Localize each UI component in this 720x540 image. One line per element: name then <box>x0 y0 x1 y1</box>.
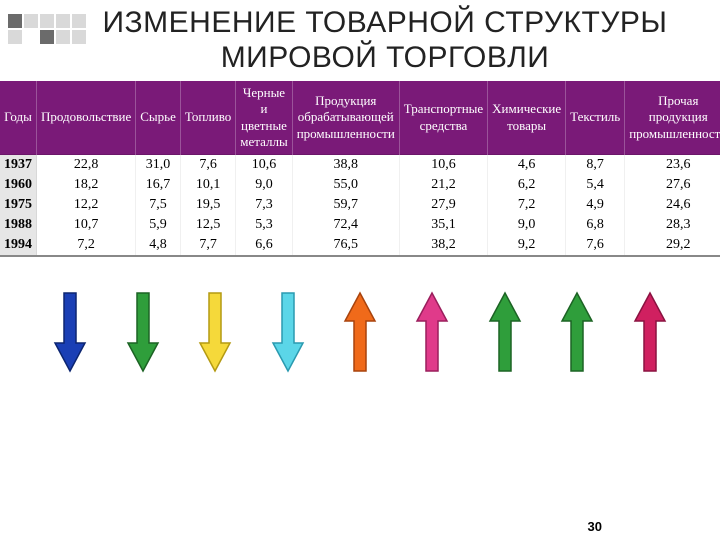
arrow-down-icon <box>53 291 87 373</box>
table-row: 19947,24,87,76,676,538,29,27,629,2 <box>0 235 720 256</box>
table-cell: 10,6 <box>236 155 292 176</box>
table-cell: 38,8 <box>292 155 399 176</box>
table-cell: 27,9 <box>399 195 487 215</box>
table-cell: 7,5 <box>136 195 181 215</box>
table-cell: 21,2 <box>399 175 487 195</box>
table-cell: 28,3 <box>625 215 720 235</box>
table-cell: 1994 <box>0 235 37 256</box>
table-cell: 16,7 <box>136 175 181 195</box>
table-cell: 27,6 <box>625 175 720 195</box>
table-cell: 4,9 <box>566 195 625 215</box>
table-cell: 9,0 <box>488 215 566 235</box>
table-cell: 5,3 <box>236 215 292 235</box>
table-cell: 9,0 <box>236 175 292 195</box>
arrow-up-icon <box>343 291 377 373</box>
table-header: ГодыПродовольствиеСырьеТопливоЧерные и ц… <box>0 81 720 155</box>
table-row: 196018,216,710,19,055,021,26,25,427,6 <box>0 175 720 195</box>
table-col-header: Транспортные средства <box>399 81 487 155</box>
table-cell: 6,8 <box>566 215 625 235</box>
table-row: 197512,27,519,57,359,727,97,24,924,6 <box>0 195 720 215</box>
table-cell: 8,7 <box>566 155 625 176</box>
table-cell: 7,6 <box>180 155 235 176</box>
table-cell: 1960 <box>0 175 37 195</box>
table-cell: 1975 <box>0 195 37 215</box>
table-cell: 7,7 <box>180 235 235 256</box>
table-row: 198810,75,912,55,372,435,19,06,828,3 <box>0 215 720 235</box>
table-cell: 22,8 <box>37 155 136 176</box>
page-number: 30 <box>588 519 602 534</box>
table-cell: 5,9 <box>136 215 181 235</box>
table-cell: 12,5 <box>180 215 235 235</box>
table-cell: 6,6 <box>236 235 292 256</box>
table-cell: 12,2 <box>37 195 136 215</box>
table-cell: 1937 <box>0 155 37 176</box>
table-cell: 31,0 <box>136 155 181 176</box>
table-cell: 4,6 <box>488 155 566 176</box>
table-cell: 7,2 <box>488 195 566 215</box>
table-body: 193722,831,07,610,638,810,64,68,723,6196… <box>0 155 720 257</box>
table-cell: 4,8 <box>136 235 181 256</box>
table-cell: 18,2 <box>37 175 136 195</box>
table-col-header: Прочая продукция промышленности <box>625 81 720 155</box>
table-cell: 10,1 <box>180 175 235 195</box>
table-col-header: Текстиль <box>566 81 625 155</box>
table-cell: 35,1 <box>399 215 487 235</box>
arrow-up-icon <box>633 291 667 373</box>
table-cell: 76,5 <box>292 235 399 256</box>
arrow-up-icon <box>488 291 522 373</box>
arrow-down-icon <box>126 291 160 373</box>
arrows-row <box>15 291 705 373</box>
arrow-up-icon <box>560 291 594 373</box>
table-cell: 9,2 <box>488 235 566 256</box>
table-cell: 10,7 <box>37 215 136 235</box>
table-cell: 59,7 <box>292 195 399 215</box>
table-cell: 7,3 <box>236 195 292 215</box>
slide-title: ИЗМЕНЕНИЕ ТОВАРНОЙ СТРУКТУРЫ МИРОВОЙ ТОР… <box>90 6 680 75</box>
table-cell: 38,2 <box>399 235 487 256</box>
table-cell: 19,5 <box>180 195 235 215</box>
arrow-up-icon <box>415 291 449 373</box>
table-col-header: Годы <box>0 81 37 155</box>
table-col-header: Продовольствие <box>37 81 136 155</box>
arrow-down-icon <box>198 291 232 373</box>
corner-decoration <box>8 14 86 44</box>
table-col-header: Сырье <box>136 81 181 155</box>
table-cell: 7,2 <box>37 235 136 256</box>
table-row: 193722,831,07,610,638,810,64,68,723,6 <box>0 155 720 176</box>
table-cell: 5,4 <box>566 175 625 195</box>
table-cell: 55,0 <box>292 175 399 195</box>
table-cell: 6,2 <box>488 175 566 195</box>
arrow-down-icon <box>271 291 305 373</box>
table-col-header: Химические товары <box>488 81 566 155</box>
table-cell: 1988 <box>0 215 37 235</box>
table-col-header: Продукция обрабатывающей промышленности <box>292 81 399 155</box>
table-cell: 7,6 <box>566 235 625 256</box>
table-col-header: Черные и цветные металлы <box>236 81 292 155</box>
table-cell: 29,2 <box>625 235 720 256</box>
table-cell: 24,6 <box>625 195 720 215</box>
table-col-header: Топливо <box>180 81 235 155</box>
data-table: ГодыПродовольствиеСырьеТопливоЧерные и ц… <box>0 81 720 257</box>
table-cell: 23,6 <box>625 155 720 176</box>
table-cell: 10,6 <box>399 155 487 176</box>
table-cell: 72,4 <box>292 215 399 235</box>
